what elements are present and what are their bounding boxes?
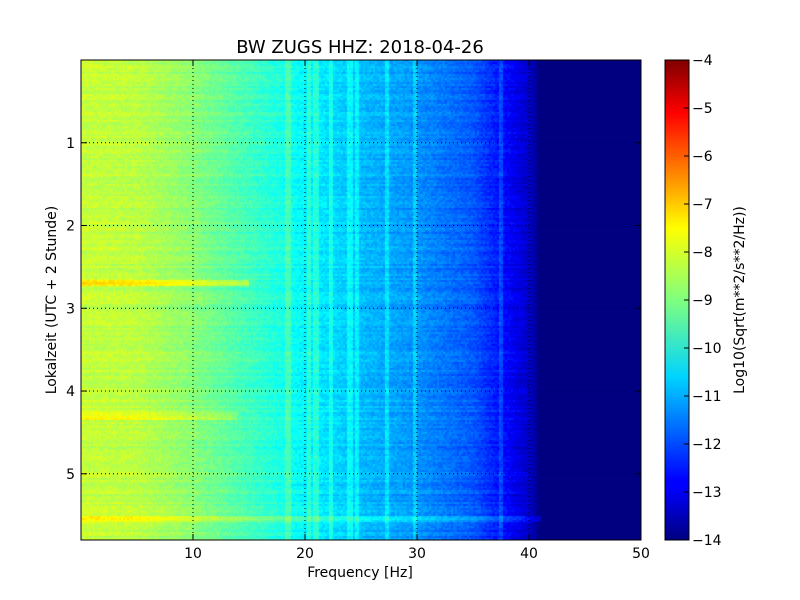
x-axis-label: Frequency [Hz] xyxy=(307,565,413,581)
grid-lines xyxy=(81,60,641,540)
colorbar-tick-label: −12 xyxy=(692,437,722,453)
y-axis-label: Lokalzeit (UTC + 2 Stunde) xyxy=(44,206,60,395)
colorbar-tick-label: −6 xyxy=(692,149,713,165)
spectrogram-heatmap xyxy=(81,60,641,540)
colorbar: −4 −5 −6 −7 −8 −9 −10 −11 −12 −13 −14 Log10(Sqrt(m… xyxy=(664,53,748,549)
x-tick-label: 20 xyxy=(296,546,314,562)
colorbar-label: Log10(Sqrt(m**2/s**2/Hz)) xyxy=(732,206,748,394)
y-axis-ticks: 1 2 3 4 5 xyxy=(66,136,641,483)
colorbar-tick-label: −9 xyxy=(692,293,713,309)
x-tick-label: 50 xyxy=(632,546,650,562)
colorbar-tick-label: −5 xyxy=(692,101,713,117)
colorbar-tick-label: −10 xyxy=(692,341,722,357)
colorbar-tick-label: −4 xyxy=(692,53,713,69)
heatmap-plot-area xyxy=(80,59,642,541)
colorbar-tick-label: −8 xyxy=(692,245,713,261)
colorbar-tick-label: −14 xyxy=(692,533,722,549)
plot-frame xyxy=(80,59,642,541)
x-axis-ticks: 10 20 30 40 50 xyxy=(184,60,650,562)
y-tick-label: 5 xyxy=(66,467,75,483)
x-tick-label: 10 xyxy=(184,546,202,562)
y-tick-label: 3 xyxy=(66,301,75,317)
colorbar-ticks: −4 −5 −6 −7 −8 −9 −10 −11 −12 −13 −14 xyxy=(684,53,722,549)
x-tick-label: 40 xyxy=(520,546,538,562)
y-tick-label: 2 xyxy=(66,219,75,235)
y-tick-label: 1 xyxy=(66,136,75,152)
colorbar-tick-label: −7 xyxy=(692,197,713,213)
colorbar-tick-label: −11 xyxy=(692,389,722,405)
y-tick-label: 4 xyxy=(66,384,75,400)
x-tick-label: 30 xyxy=(408,546,426,562)
chart-title: BW ZUGS HHZ: 2018-04-26 xyxy=(236,37,484,58)
colorbar-tick-label: −13 xyxy=(692,485,722,501)
